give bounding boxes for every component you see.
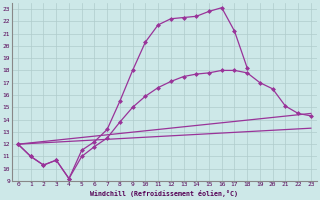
X-axis label: Windchill (Refroidissement éolien,°C): Windchill (Refroidissement éolien,°C) xyxy=(91,190,238,197)
